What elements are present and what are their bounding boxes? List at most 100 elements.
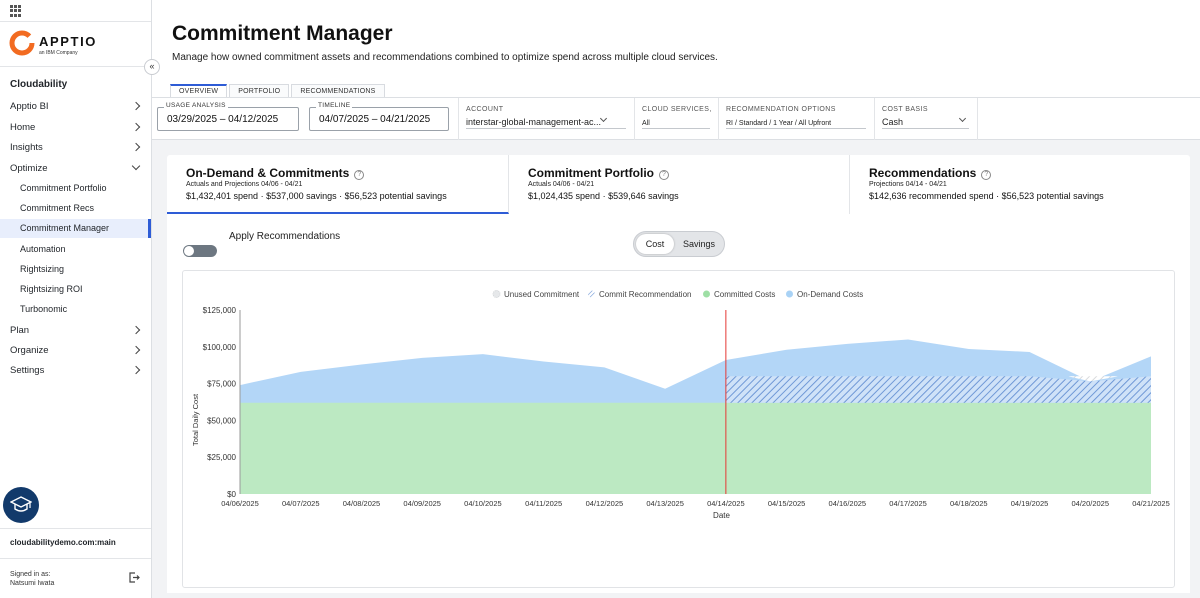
y-tick-label: $50,000 bbox=[207, 416, 236, 425]
page-title: Commitment Manager bbox=[172, 22, 393, 45]
info-icon[interactable]: ? bbox=[354, 170, 365, 180]
cloud-services-label: CLOUD SERVICES, bbox=[642, 106, 712, 113]
savings-option[interactable]: Savings bbox=[682, 239, 716, 249]
nav-item-insights[interactable]: Insights bbox=[0, 138, 151, 157]
nav-label: Home bbox=[10, 122, 36, 133]
y-tick-label: $75,000 bbox=[207, 380, 236, 389]
nav-sub-automation[interactable]: Automation bbox=[20, 244, 66, 254]
recommendation-options-value: RI / Standard / 1 Year / All Upfront bbox=[726, 120, 832, 127]
card-title-text: On-Demand & Commitments bbox=[186, 166, 350, 180]
legend-swatch bbox=[492, 290, 501, 298]
cost-savings-switch: Cost Savings bbox=[633, 231, 725, 257]
chevron-right-icon bbox=[131, 345, 141, 355]
product-name: Cloudability bbox=[10, 79, 68, 90]
apply-recommendations-toggle[interactable] bbox=[183, 245, 217, 257]
org-name: cloudabilitydemo.com:main bbox=[10, 538, 116, 547]
toggle-knob bbox=[184, 246, 194, 256]
legend-label: On-Demand Costs bbox=[797, 290, 863, 299]
divider bbox=[726, 128, 866, 129]
divider bbox=[0, 528, 151, 529]
divider bbox=[0, 66, 151, 67]
x-tick-label: 04/12/2025 bbox=[586, 499, 624, 508]
nav-sub-turbonomic[interactable]: Turbonomic bbox=[20, 304, 68, 314]
card-title-text: Recommendations bbox=[869, 166, 977, 180]
card-commitment-portfolio[interactable]: Commitment Portfolio? Actuals 04/06 - 04… bbox=[509, 155, 850, 214]
nav-item-home[interactable]: Home bbox=[0, 118, 151, 137]
card-subtitle: Actuals and Projections 04/06 - 04/21 bbox=[186, 181, 303, 188]
tab-overview[interactable]: OVERVIEW bbox=[170, 84, 228, 98]
x-tick-label: 04/09/2025 bbox=[403, 499, 441, 508]
brand-sub: an IBM Company bbox=[39, 50, 78, 56]
nav-label: Apptio BI bbox=[10, 101, 49, 112]
account-label: ACCOUNT bbox=[466, 106, 504, 113]
nav-item-organize[interactable]: Organize bbox=[0, 341, 151, 360]
logout-icon[interactable] bbox=[129, 572, 140, 583]
x-tick-label: 04/21/2025 bbox=[1132, 499, 1170, 508]
app-switcher-icon[interactable] bbox=[10, 5, 22, 17]
timeline-value: 04/07/2025 – 04/21/2025 bbox=[319, 114, 431, 125]
x-tick-label: 04/06/2025 bbox=[221, 499, 259, 508]
y-tick-label: $25,000 bbox=[207, 453, 236, 462]
nav-sub-commitment-recs[interactable]: Commitment Recs bbox=[20, 203, 95, 213]
tab-recommendations[interactable]: RECOMMENDATIONS bbox=[291, 84, 385, 98]
timeline-label: TIMELINE bbox=[316, 102, 353, 109]
account-value: interstar-global-management-ac... bbox=[466, 117, 602, 127]
x-tick-label: 04/16/2025 bbox=[829, 499, 867, 508]
legend-swatch bbox=[786, 290, 793, 298]
user-name: Natsumi Iwata bbox=[10, 580, 55, 587]
card-title: Commitment Portfolio? bbox=[528, 166, 669, 180]
graduation-cap-icon bbox=[10, 496, 32, 512]
y-tick-label: $100,000 bbox=[203, 343, 237, 352]
cloud-services-select[interactable]: CLOUD SERVICES, All bbox=[634, 98, 718, 140]
cost-basis-value: Cash bbox=[882, 117, 904, 127]
x-tick-label: 04/18/2025 bbox=[950, 499, 988, 508]
usage-analysis-label: USAGE ANALYSIS bbox=[164, 102, 228, 109]
divider bbox=[642, 128, 710, 129]
chevron-right-icon bbox=[131, 122, 141, 132]
nav-item-plan[interactable]: Plan bbox=[0, 321, 151, 340]
recommendation-options-select[interactable]: RECOMMENDATION OPTIONS RI / Standard / 1… bbox=[718, 98, 874, 140]
collapse-sidebar-button[interactable]: « bbox=[144, 59, 160, 75]
chart-legend: Unused Commitment Commit Recommendation Co… bbox=[492, 290, 863, 299]
nav-item-apptio-bi[interactable]: Apptio BI bbox=[0, 97, 151, 116]
nav-item-settings[interactable]: Settings bbox=[0, 361, 151, 380]
card-title: Recommendations? bbox=[869, 166, 992, 180]
page-description: Manage how owned commitment assets and r… bbox=[172, 52, 718, 63]
x-axis-label: Date bbox=[713, 511, 730, 520]
usage-analysis-field[interactable]: USAGE ANALYSIS 03/29/2025 – 04/12/2025 bbox=[157, 102, 299, 131]
tab-portfolio[interactable]: PORTFOLIO bbox=[229, 84, 290, 98]
x-tick-label: 04/19/2025 bbox=[1011, 499, 1049, 508]
nav-sub-commitment-manager[interactable]: Commitment Manager bbox=[0, 219, 151, 238]
nav-label: Settings bbox=[10, 365, 45, 376]
y-tick-label: $0 bbox=[227, 490, 236, 499]
y-tick-label: $125,000 bbox=[203, 306, 237, 315]
x-tick-label: 04/14/2025 bbox=[707, 499, 745, 508]
account-select[interactable]: ACCOUNT interstar-global-management-ac..… bbox=[458, 98, 634, 140]
nav-item-optimize[interactable]: Optimize bbox=[0, 159, 151, 178]
legend-label: Commit Recommendation bbox=[599, 290, 691, 299]
cost-basis-select[interactable]: COST BASIS Cash bbox=[874, 98, 978, 140]
timeline-field[interactable]: TIMELINE 04/07/2025 – 04/21/2025 bbox=[309, 102, 449, 131]
x-tick-label: 04/07/2025 bbox=[282, 499, 320, 508]
x-tick-label: 04/10/2025 bbox=[464, 499, 502, 508]
card-subtitle: Actuals 04/06 - 04/21 bbox=[528, 181, 595, 188]
info-icon[interactable]: ? bbox=[981, 170, 992, 180]
legend-swatch bbox=[588, 290, 595, 298]
nav-sub-rightsizing-roi[interactable]: Rightsizing ROI bbox=[20, 284, 83, 294]
card-stats: $1,024,435 spend · $539,646 savings bbox=[528, 191, 679, 201]
chevron-down-icon bbox=[958, 114, 967, 123]
commit-recommendation-area bbox=[725, 376, 1151, 403]
x-tick-label: 04/17/2025 bbox=[889, 499, 927, 508]
nav-sub-commitment-portfolio[interactable]: Commitment Portfolio bbox=[20, 183, 107, 193]
summary-cards: On-Demand & Commitments? Actuals and Pro… bbox=[167, 155, 1190, 215]
cost-basis-label: COST BASIS bbox=[882, 106, 928, 113]
cost-option[interactable]: Cost bbox=[636, 234, 674, 254]
card-recommendations[interactable]: Recommendations? Projections 04/14 - 04/… bbox=[850, 155, 1190, 214]
learning-center-button[interactable] bbox=[3, 487, 39, 523]
info-icon[interactable]: ? bbox=[659, 170, 669, 180]
nav-sub-rightsizing[interactable]: Rightsizing bbox=[20, 264, 65, 274]
unused-commitment-area bbox=[1067, 376, 1119, 382]
card-on-demand-commitments[interactable]: On-Demand & Commitments? Actuals and Pro… bbox=[167, 155, 509, 214]
signed-in-info: Signed in as: Natsumi Iwata bbox=[10, 570, 54, 588]
chevron-down-icon bbox=[131, 161, 141, 171]
